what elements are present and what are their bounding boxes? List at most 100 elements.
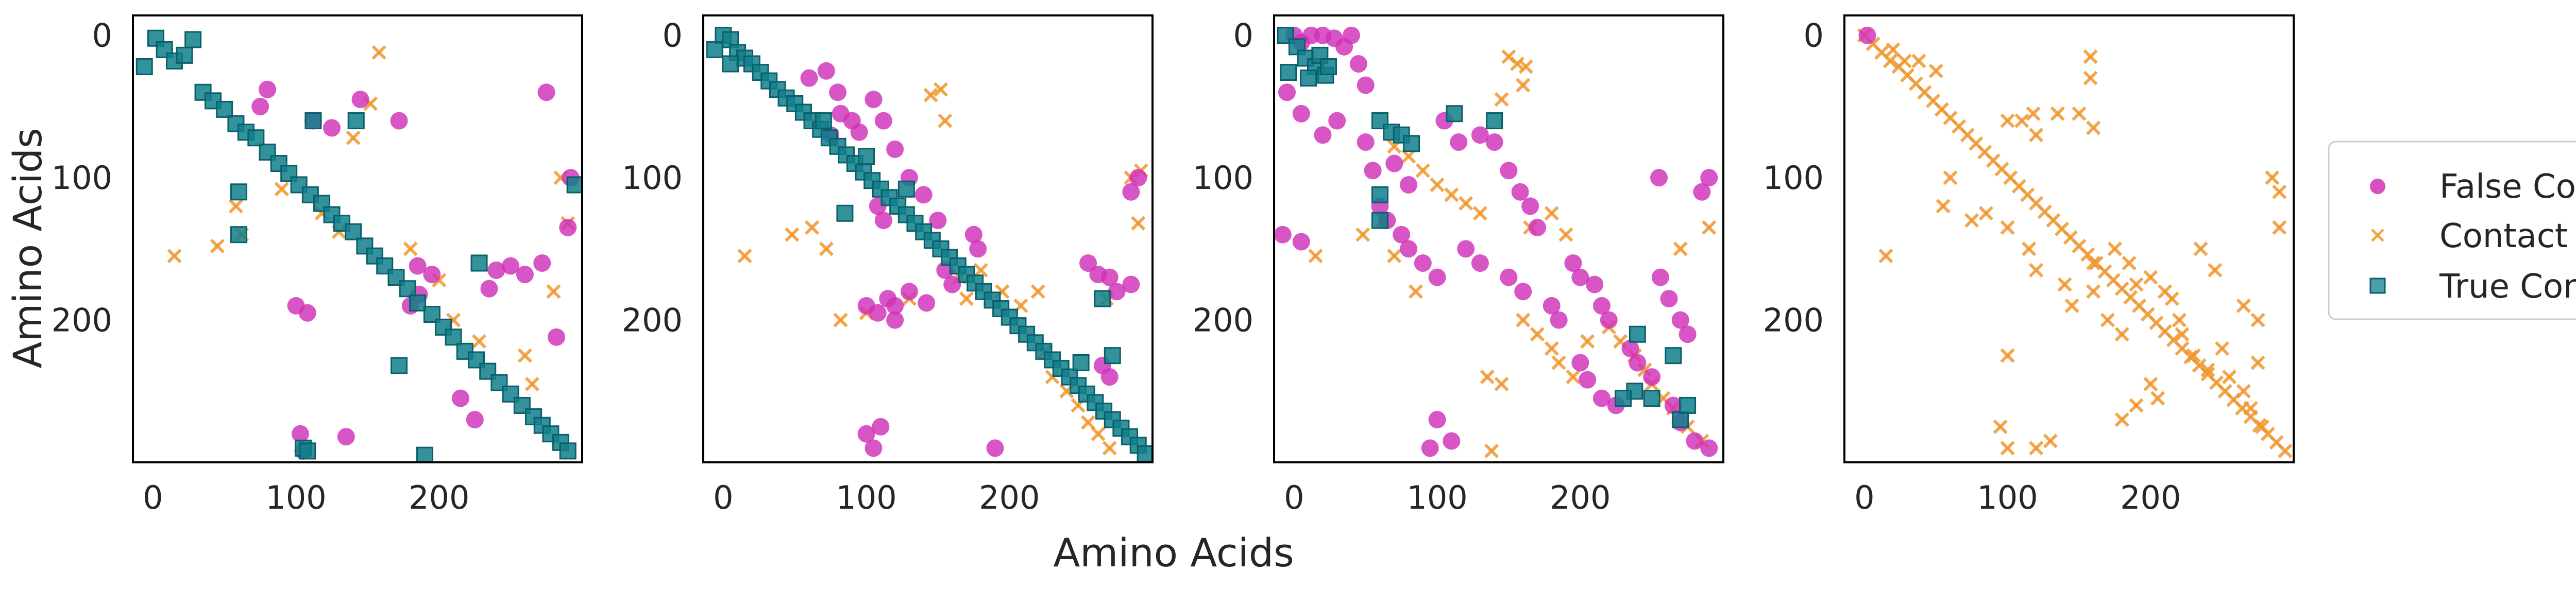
contact-lost-point xyxy=(2200,362,2215,377)
panel-marks xyxy=(1274,26,1718,459)
false-contact-point xyxy=(817,62,835,80)
false-contact-point xyxy=(1414,254,1432,272)
axes-frame xyxy=(132,14,583,463)
contact-lost-point xyxy=(2143,270,2158,285)
false-contact-point xyxy=(1592,389,1611,407)
contact-lost-point xyxy=(371,45,386,60)
false-contact-point xyxy=(1629,354,1647,372)
contact-lost-point xyxy=(1516,78,1531,93)
true-contact-point xyxy=(230,226,248,244)
false-contact-point xyxy=(1385,154,1403,172)
axes-frame xyxy=(702,14,1154,463)
panel-marks xyxy=(135,29,582,462)
contact-lost-point xyxy=(2272,184,2287,199)
true-contact-point xyxy=(836,204,854,222)
false-contact-point xyxy=(1357,133,1375,151)
true-contact-point xyxy=(423,306,440,323)
contact-lost-point xyxy=(546,284,561,299)
contact-lost-point xyxy=(1355,227,1370,242)
false-contact-point xyxy=(466,411,484,429)
false-contact-point xyxy=(1679,325,1697,343)
true-contact-point xyxy=(227,115,245,132)
false-contact-point xyxy=(1521,197,1539,215)
y-tick-label: 0 xyxy=(1233,17,1253,55)
false-contact-point xyxy=(1122,183,1140,201)
contact-lost-point xyxy=(1387,249,1402,264)
true-contact-point xyxy=(1371,212,1389,229)
contact-lost-point xyxy=(2122,255,2137,271)
false-contact-point xyxy=(1528,218,1546,236)
contact-lost-point xyxy=(1308,249,1323,264)
false-contact-point xyxy=(1292,233,1310,251)
contact-lost-point xyxy=(2236,298,2251,314)
contact-lost-point xyxy=(1883,54,1897,68)
false-contact-point xyxy=(1550,311,1568,329)
contact-lost-point xyxy=(1484,443,1499,459)
false-contact-point xyxy=(502,257,520,275)
contact-lost-point xyxy=(1964,213,1979,228)
false-contact-point xyxy=(298,304,316,322)
contact-lost-point xyxy=(1911,54,1926,68)
true-contact-point xyxy=(1672,411,1689,428)
false-contact-point xyxy=(1858,26,1876,44)
false-contact-point xyxy=(1108,283,1126,301)
false-contact-point xyxy=(1450,133,1468,151)
false-contact-point xyxy=(850,123,868,141)
true-contact-point xyxy=(820,129,838,147)
contact-lost-point xyxy=(1408,284,1423,299)
false-contact-point xyxy=(1564,254,1582,272)
contact-lost-point xyxy=(2086,255,2101,271)
true-contact-point xyxy=(559,442,577,460)
true-contact-point xyxy=(1104,347,1121,365)
contact-lost-point xyxy=(228,199,244,214)
false-contact-point xyxy=(1400,240,1418,258)
false-contact-point xyxy=(1443,432,1461,450)
true-contact-point xyxy=(1121,428,1139,445)
contact-lost-point xyxy=(2086,284,2101,299)
false-contact-point xyxy=(351,91,369,109)
false-contact-point xyxy=(918,294,936,312)
false-contact-point xyxy=(964,226,982,244)
false-contact-point xyxy=(1278,83,1296,101)
contact-lost-point xyxy=(2029,263,2044,278)
true-contact-point xyxy=(769,81,786,98)
false-contact-point xyxy=(1393,226,1411,244)
true-contact-point xyxy=(1026,334,1044,352)
contact-lost-point xyxy=(2243,401,2258,416)
true-contact-point xyxy=(313,195,331,212)
contact-lost-point xyxy=(1928,63,1943,78)
false-contact-point xyxy=(1100,368,1118,386)
legend-label: Contact Lost xyxy=(2439,217,2576,255)
y-tick-label: 100 xyxy=(1763,159,1824,197)
contact-lost-point xyxy=(2250,355,2265,370)
contact-lost-point xyxy=(2114,327,2129,342)
contact-lost-point xyxy=(1530,327,1545,342)
false-contact-point xyxy=(1292,105,1310,123)
contact-lost-point xyxy=(1102,441,1117,456)
contact-lost-point xyxy=(1943,170,1958,185)
contact-lost-point xyxy=(2278,443,2293,459)
x-tick-label: 200 xyxy=(1550,479,1611,516)
contact-lost-point xyxy=(2072,106,2087,121)
contact-lost-point xyxy=(2107,241,2122,256)
contact-lost-point xyxy=(1936,199,1951,214)
contact-lost-point xyxy=(804,220,820,235)
false-contact-point xyxy=(1089,266,1107,284)
contact-lost-point xyxy=(1551,355,1566,370)
contact-lost-point xyxy=(1510,56,1525,72)
false-contact-point xyxy=(1400,176,1418,194)
true-contact-point xyxy=(230,183,248,201)
false-contact-point xyxy=(1586,275,1604,293)
true-contact-point xyxy=(1320,58,1337,76)
panel-4: 0 100 200 0 100 200 xyxy=(1763,14,2295,516)
legend-x-marker xyxy=(2371,229,2384,242)
legend-label: True Contact xyxy=(2439,268,2576,306)
false-contact-point xyxy=(800,69,818,87)
false-contact-point xyxy=(1571,268,1589,286)
true-contact-point xyxy=(1137,445,1153,462)
false-contact-point xyxy=(409,257,427,275)
contact-lost-point xyxy=(2265,170,2280,185)
x-tick-label: 100 xyxy=(836,479,896,516)
true-contact-point xyxy=(992,300,1010,317)
